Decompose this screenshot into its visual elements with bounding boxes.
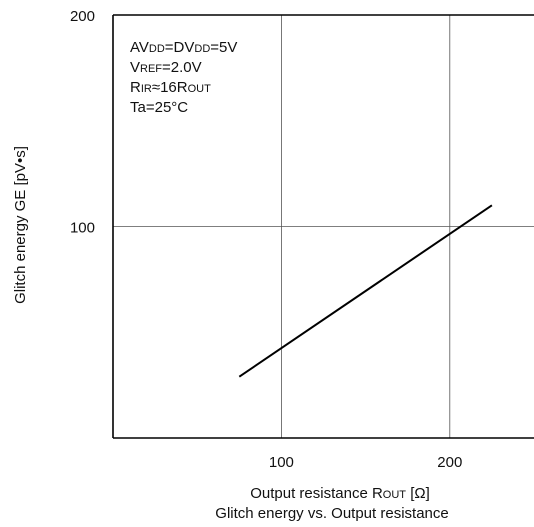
y-axis-label: Glitch energy GE [pV•s] (12, 146, 29, 304)
condition-text: R (130, 79, 141, 96)
x-tick-label: 100 (269, 454, 294, 471)
y-tick-label: 100 (70, 220, 95, 237)
x-tick-labels: 100 200 (269, 454, 462, 471)
condition-subscript: DD (194, 43, 210, 55)
condition-text: ≈16R (152, 79, 188, 96)
condition-text: =DV (165, 39, 195, 56)
condition-line: VREF=2.0V (130, 59, 202, 76)
chart-title: Glitch energy vs. Output resistance (215, 505, 448, 522)
condition-subscript: REF (140, 63, 162, 75)
condition-line: AVDD=DVDD=5V (130, 39, 237, 56)
y-tick-label: 200 (70, 8, 95, 25)
y-tick-labels: 100 200 (70, 8, 95, 237)
grid-lines (113, 15, 534, 438)
condition-text: Ta=25°C (130, 99, 188, 116)
condition-subscript: DD (149, 43, 165, 55)
x-label-text: Output resistance R (250, 485, 383, 502)
condition-text: AV (130, 39, 149, 56)
x-label-subscript: OUT (383, 489, 407, 501)
condition-text: =5V (210, 39, 237, 56)
series-line (238, 204, 493, 378)
plot-frame (112, 14, 534, 439)
condition-subscript: IR (141, 83, 152, 95)
x-tick-label: 200 (437, 454, 462, 471)
condition-text: =2.0V (162, 59, 202, 76)
series-layer (238, 204, 493, 378)
x-axis-label: Output resistance ROUT [Ω] (250, 485, 430, 502)
condition-line: Ta=25°C (130, 99, 188, 116)
condition-subscript: OUT (188, 83, 212, 95)
condition-text: V (130, 59, 140, 76)
x-label-unit: [Ω] (406, 485, 430, 502)
condition-line: RIR≈16ROUT (130, 79, 211, 96)
